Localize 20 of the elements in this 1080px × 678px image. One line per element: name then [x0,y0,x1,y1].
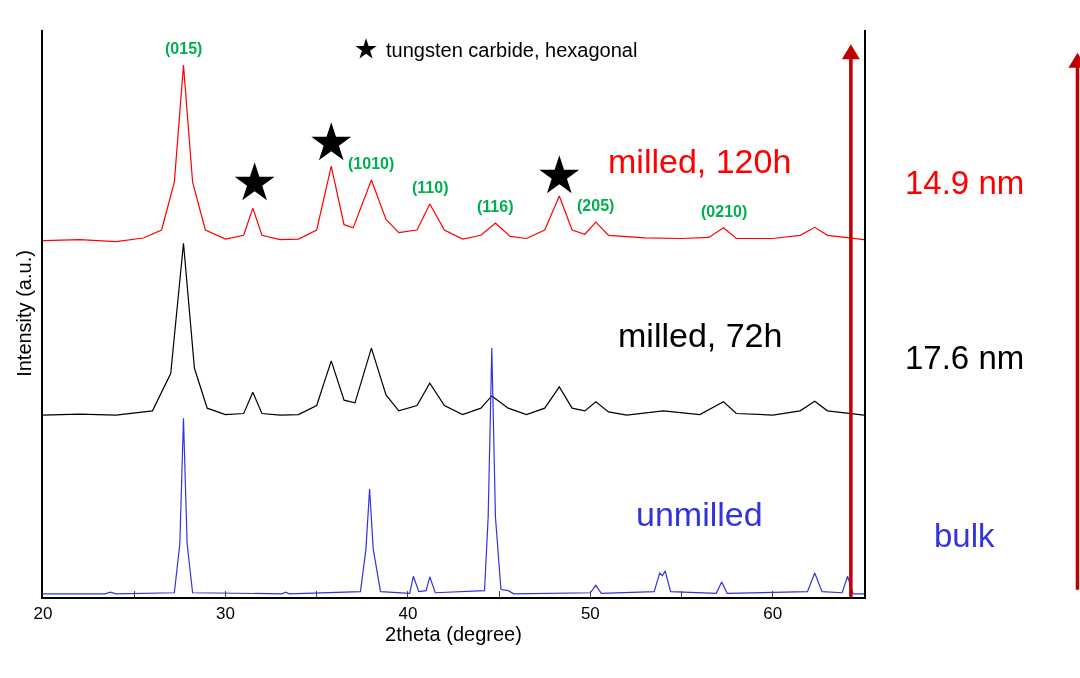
x-tick-label: 60 [763,604,783,624]
text: 14.9 nm [905,164,1025,201]
x-tick-label: 40 [398,604,418,624]
series-label: milled, 120h [608,142,792,180]
annotation: (0210) [701,203,748,220]
x-axis-title: 2theta (degree) [385,623,522,646]
x-tick-label: 20 [33,604,53,624]
annotation: (205) [577,197,615,214]
x-tick-label: 30 [215,604,235,624]
annotation: (116) [477,198,514,215]
series-label: unmilled [636,495,763,533]
x-tick-label: 50 [580,604,600,624]
annotation: (110) [412,179,449,196]
text: 17.6 nm [905,339,1025,376]
annotation: (1010) [348,155,395,172]
annotation: (015) [165,40,203,57]
y-axis-title: Intensity (a.u.) [13,250,36,377]
legend-label: tungsten carbide, hexagonal [386,39,638,62]
text: bulk [934,517,996,554]
series-label: milled, 72h [618,316,783,354]
